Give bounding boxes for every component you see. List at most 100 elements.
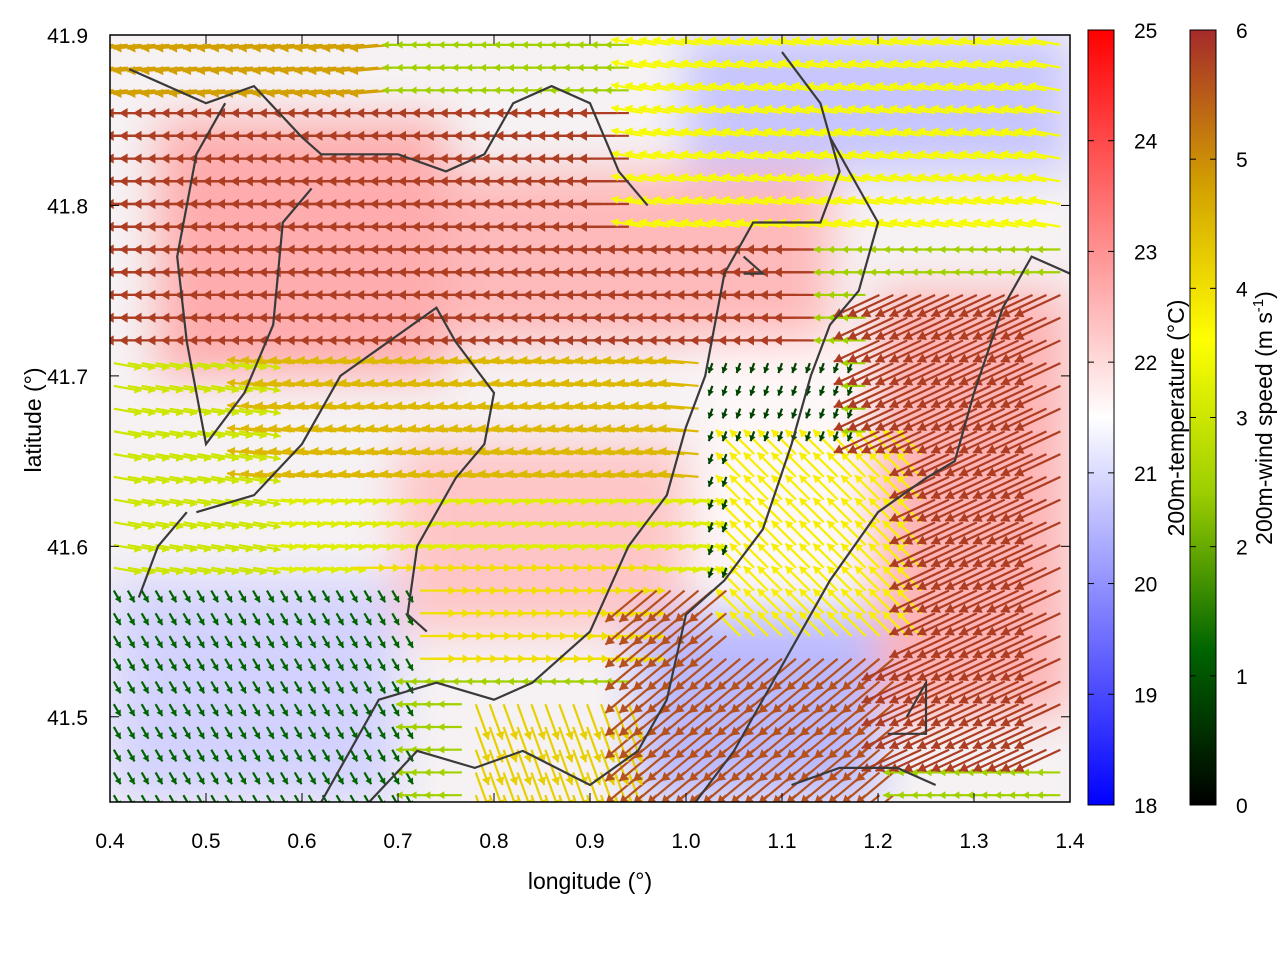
wind-arrow-head: [337, 595, 344, 603]
wind-arrow-head: [451, 86, 459, 95]
wind-arrow-head: [791, 389, 798, 396]
wind-arrow-head: [689, 289, 699, 301]
wind-arrow-head: [653, 127, 661, 136]
wind-arrow-head: [453, 335, 462, 346]
wind-arrow-head: [170, 618, 177, 626]
wind-arrow-head: [639, 150, 647, 159]
wind-arrow-head: [889, 421, 900, 431]
wind-arrow-head: [680, 59, 689, 68]
wind-arrow-head: [522, 267, 532, 278]
wind-arrow-head: [959, 81, 968, 91]
wind-arrow-head: [841, 566, 850, 575]
wind-arrow-head: [146, 312, 156, 323]
wind-arrow-head: [327, 312, 337, 323]
wind-arrow-head: [847, 421, 858, 431]
wind-arrow-head: [267, 618, 274, 626]
wind-arrow-head: [210, 88, 220, 99]
wind-arrow-head: [394, 423, 403, 434]
wind-arrow-head: [945, 81, 954, 91]
wind-arrow-head: [716, 680, 727, 691]
wind-arrow-head: [522, 312, 532, 323]
wind-arrow-head: [778, 81, 787, 91]
wind-arrow-head: [198, 754, 205, 762]
wind-arrow-head: [903, 59, 912, 68]
wind-arrow-head: [463, 423, 472, 434]
x-tick-label: 1.0: [671, 830, 700, 853]
wind-arrow-head: [467, 267, 476, 278]
wind-arrow-head: [772, 817, 782, 826]
wind-arrow-head: [449, 355, 458, 365]
wind-arrow-head: [707, 412, 714, 419]
wind-arrow-head: [662, 244, 671, 255]
wind-arrow-head: [407, 709, 414, 717]
wind-arrow-head: [708, 218, 717, 227]
wind-arrow-head: [647, 612, 657, 622]
wind-arrow-head: [896, 520, 906, 529]
wind-arrow-head: [842, 749, 852, 759]
wind-arrow-head: [550, 221, 560, 232]
wind-arrow-head: [945, 36, 954, 45]
wind-arrow-head: [855, 498, 864, 507]
wind-arrow-head: [813, 452, 822, 461]
wind-arrow-head: [453, 107, 462, 119]
wind-arrow-head: [355, 335, 365, 346]
wind-arrow-head: [408, 469, 417, 479]
wind-arrow-head: [903, 603, 914, 613]
wind-arrow-head: [694, 127, 703, 136]
wind-arrow-head: [694, 104, 703, 113]
wind-arrow-head: [592, 335, 601, 346]
wind-arrow-head: [408, 401, 417, 411]
wind-arrow-head: [855, 703, 866, 713]
wind-arrow-head: [721, 480, 728, 487]
wind-arrow-head: [841, 313, 849, 322]
wind-arrow-head: [786, 749, 797, 759]
wind-arrow-head: [688, 726, 699, 736]
wind-arrow-head: [750, 36, 759, 45]
wind-arrow-head: [847, 444, 858, 454]
wind-arrow-head: [813, 475, 822, 484]
wind-arrow-head: [639, 104, 647, 113]
x-tick-label: 1.2: [863, 830, 892, 853]
wind-arrow-head: [174, 176, 184, 187]
wind-arrow-head: [467, 335, 476, 346]
wind-arrow-head: [773, 335, 782, 346]
wind-arrow-head: [986, 489, 997, 500]
wind-arrow-head: [1028, 36, 1037, 45]
wind-arrow-head: [703, 817, 713, 826]
wind-arrow-head: [833, 421, 844, 431]
wind-arrow-head: [619, 680, 629, 691]
wind-arrow-head: [341, 244, 351, 255]
wind-arrow-head: [832, 434, 840, 442]
wind-arrow-head: [508, 244, 518, 255]
wind-arrow-head: [536, 244, 546, 255]
wind-arrow-head: [721, 412, 728, 419]
wind-arrow-head: [861, 694, 872, 704]
wind-arrow-head: [226, 754, 233, 762]
wind-arrow-head: [411, 130, 420, 141]
wind-arrow-head: [365, 618, 372, 626]
wind-arrow-head: [467, 176, 476, 187]
wind-arrow-head: [421, 469, 431, 479]
wind-arrow-head: [675, 703, 685, 713]
wind-arrow-head: [633, 817, 643, 826]
wind-arrow-head: [758, 703, 769, 713]
wind-arrow-head: [493, 86, 501, 95]
wind-arrow-head: [729, 452, 739, 461]
wind-arrow-head: [799, 498, 808, 507]
wind-arrow-head: [707, 525, 714, 533]
wind-arrow-head: [834, 195, 842, 204]
wind-arrow-head: [820, 150, 828, 159]
wind-arrow-head: [266, 88, 275, 99]
wind-arrow-head: [662, 289, 671, 301]
wind-arrow-head: [827, 268, 835, 277]
wind-arrow-head: [366, 446, 375, 456]
wind-arrow-head: [522, 198, 532, 210]
wind-arrow-head: [717, 289, 727, 301]
wind-arrow-head: [986, 353, 997, 363]
wind-arrow-head: [437, 791, 445, 800]
wind-arrow-head: [903, 36, 912, 45]
wind-arrow-head: [657, 586, 665, 595]
wind-arrow-head: [533, 401, 542, 411]
wind-arrow-head: [945, 671, 955, 682]
